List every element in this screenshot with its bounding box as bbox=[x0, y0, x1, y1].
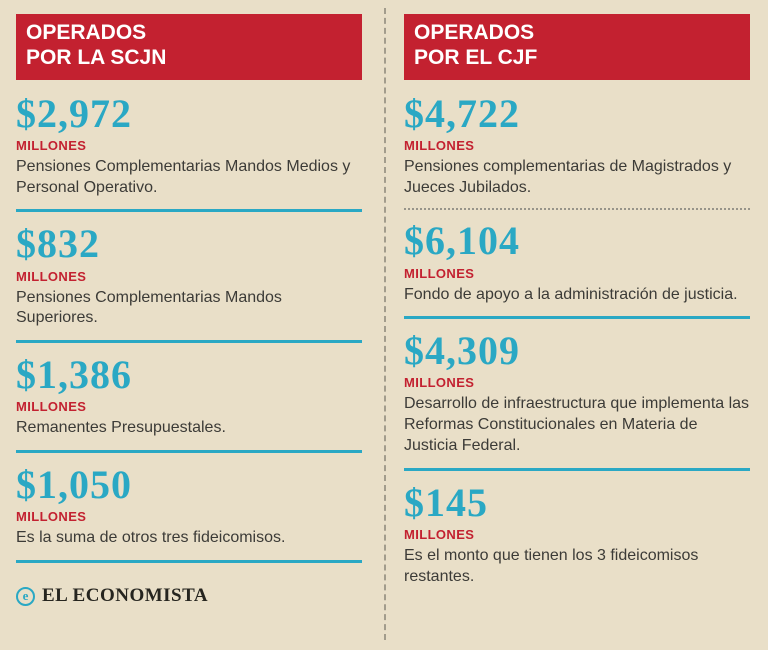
amount-value: $1,386 bbox=[16, 352, 132, 398]
fund-item: $1,386 MILLONES Remanentes Presupuestale… bbox=[16, 352, 362, 454]
cjf-header: OPERADOS POR EL CJF bbox=[404, 14, 750, 80]
separator-line bbox=[404, 316, 750, 320]
separator-line bbox=[16, 340, 362, 344]
millones-label: MILLONES bbox=[404, 265, 475, 281]
millones-label: MILLONES bbox=[16, 137, 87, 153]
scjn-header-line1: OPERADOS bbox=[26, 21, 147, 44]
separator-line bbox=[404, 467, 750, 471]
fund-item: $4,309 MILLONES Desarrollo de infraestru… bbox=[404, 329, 750, 471]
millones-label: MILLONES bbox=[16, 268, 87, 284]
fund-description: Remanentes Presupuestales. bbox=[16, 419, 226, 437]
millones-label: MILLONES bbox=[404, 527, 475, 543]
fund-description: Desarrollo de infraestructura que implem… bbox=[404, 395, 750, 455]
el-economista-logo: e EL ECONOMISTA bbox=[16, 585, 362, 607]
fund-item: $4,722 MILLONES Pensiones complementaria… bbox=[404, 90, 750, 211]
dotted-separator-line bbox=[404, 208, 750, 211]
amount-value: $4,722 bbox=[404, 90, 520, 136]
millones-label: MILLONES bbox=[16, 399, 87, 415]
scjn-column: OPERADOS POR LA SCJN $2,972 MILLONES Pen… bbox=[16, 14, 362, 607]
separator-line bbox=[16, 450, 362, 454]
cjf-header-line1: OPERADOS bbox=[414, 21, 535, 44]
amount-value: $1,050 bbox=[16, 462, 132, 508]
fund-item: $2,972 MILLONES Pensiones Complementaria… bbox=[16, 90, 362, 213]
amount-value: $4,309 bbox=[404, 328, 520, 374]
fund-description: Fondo de apoyo a la administración de ju… bbox=[404, 285, 738, 303]
millones-label: MILLONES bbox=[404, 137, 475, 153]
scjn-header-line2: POR LA SCJN bbox=[26, 45, 167, 69]
fund-description: Es la suma de otros tres fideicomisos. bbox=[16, 529, 286, 547]
amount-value: $145 bbox=[404, 479, 488, 525]
cjf-header-line2: POR EL CJF bbox=[414, 45, 538, 69]
column-divider bbox=[384, 8, 386, 640]
fund-description: Pensiones complementarias de Magistrados… bbox=[404, 157, 732, 196]
el-economista-wordmark: EL ECONOMISTA bbox=[42, 585, 209, 607]
fund-description: Pensiones Complementarias Mandos Superio… bbox=[16, 288, 282, 327]
fund-description: Pensiones Complementarias Mandos Medios … bbox=[16, 157, 351, 196]
cjf-column: OPERADOS POR EL CJF $4,722 MILLONES Pens… bbox=[404, 14, 750, 588]
amount-value: $6,104 bbox=[404, 218, 520, 264]
millones-label: MILLONES bbox=[404, 375, 475, 391]
el-economista-icon: e bbox=[16, 586, 35, 606]
amount-value: $832 bbox=[16, 221, 100, 267]
fund-item: $145 MILLONES Es el monto que tienen los… bbox=[404, 481, 750, 588]
millones-label: MILLONES bbox=[16, 509, 87, 525]
separator-line bbox=[16, 560, 362, 564]
fund-item: $6,104 MILLONES Fondo de apoyo a la admi… bbox=[404, 218, 750, 320]
fund-description: Es el monto que tienen los 3 fideicomiso… bbox=[404, 547, 699, 585]
fund-item: $1,050 MILLONES Es la suma de otros tres… bbox=[16, 462, 362, 564]
fund-item: $832 MILLONES Pensiones Complementarias … bbox=[16, 221, 362, 344]
amount-value: $2,972 bbox=[16, 90, 132, 136]
separator-line bbox=[16, 209, 362, 213]
scjn-header: OPERADOS POR LA SCJN bbox=[16, 14, 362, 80]
